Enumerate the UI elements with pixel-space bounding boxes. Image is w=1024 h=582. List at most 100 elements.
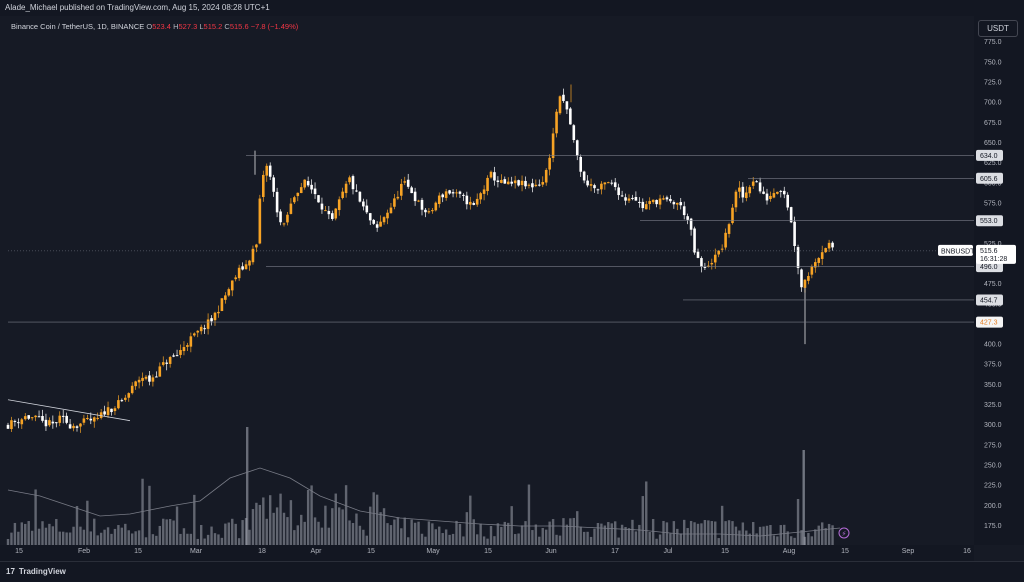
candle-body[interactable] bbox=[406, 179, 410, 187]
candle-body[interactable] bbox=[562, 94, 565, 101]
price-level-tag[interactable] bbox=[976, 294, 1003, 306]
candle-body[interactable] bbox=[106, 407, 110, 416]
candle-body[interactable] bbox=[351, 176, 355, 190]
candle-body[interactable] bbox=[638, 201, 641, 203]
candle-body[interactable] bbox=[469, 201, 472, 205]
candle-body[interactable] bbox=[368, 213, 372, 221]
candle-body[interactable] bbox=[13, 420, 17, 422]
candle-body[interactable] bbox=[596, 189, 600, 191]
candle-body[interactable] bbox=[400, 183, 403, 196]
candle-body[interactable] bbox=[710, 263, 714, 265]
candle-body[interactable] bbox=[755, 181, 758, 183]
price-level-tag[interactable] bbox=[976, 172, 1003, 184]
candle-body[interactable] bbox=[82, 418, 86, 423]
candle-body[interactable] bbox=[213, 312, 217, 321]
candle-body[interactable] bbox=[579, 156, 582, 172]
candle-body[interactable] bbox=[117, 400, 120, 409]
candle-body[interactable] bbox=[127, 393, 131, 398]
candle-body[interactable] bbox=[148, 375, 151, 382]
candle-body[interactable] bbox=[765, 193, 769, 201]
candle-body[interactable] bbox=[472, 203, 476, 205]
candle-body[interactable] bbox=[824, 248, 827, 253]
candle-body[interactable] bbox=[196, 330, 200, 333]
candle-body[interactable] bbox=[10, 420, 13, 430]
candle-body[interactable] bbox=[55, 422, 58, 424]
candle-body[interactable] bbox=[793, 221, 796, 247]
candle-body[interactable] bbox=[727, 224, 731, 234]
price-level-tag[interactable] bbox=[976, 316, 1003, 328]
price-level-tag[interactable] bbox=[976, 149, 1003, 161]
candle-body[interactable] bbox=[731, 207, 734, 224]
candle-body[interactable] bbox=[286, 214, 289, 223]
candle-body[interactable] bbox=[810, 266, 814, 275]
candle-body[interactable] bbox=[141, 377, 144, 381]
candle-body[interactable] bbox=[586, 180, 589, 186]
candle-body[interactable] bbox=[686, 216, 689, 220]
candle-body[interactable] bbox=[137, 379, 141, 383]
candle-body[interactable] bbox=[786, 194, 789, 208]
candle-body[interactable] bbox=[379, 221, 382, 227]
candle-body[interactable] bbox=[224, 295, 227, 300]
candle-body[interactable] bbox=[68, 424, 72, 429]
candle-body[interactable] bbox=[30, 417, 34, 419]
candle-body[interactable] bbox=[489, 171, 493, 178]
candle-body[interactable] bbox=[72, 425, 75, 429]
candle-body[interactable] bbox=[393, 198, 396, 207]
candle-body[interactable] bbox=[682, 206, 686, 216]
candle-body[interactable] bbox=[272, 177, 275, 192]
time-axis[interactable] bbox=[0, 545, 974, 561]
candle-body[interactable] bbox=[475, 198, 479, 205]
candle-body[interactable] bbox=[158, 366, 162, 377]
candle-body[interactable] bbox=[831, 242, 834, 248]
candle-body[interactable] bbox=[155, 376, 158, 378]
candle-body[interactable] bbox=[814, 262, 817, 268]
candle-body[interactable] bbox=[506, 181, 510, 185]
candle-body[interactable] bbox=[620, 195, 624, 197]
candle-body[interactable] bbox=[527, 184, 531, 186]
candle-body[interactable] bbox=[306, 181, 310, 186]
candle-body[interactable] bbox=[741, 186, 745, 198]
candle-body[interactable] bbox=[17, 422, 20, 424]
candle-body[interactable] bbox=[113, 408, 117, 412]
candle-body[interactable] bbox=[258, 198, 262, 244]
candle-body[interactable] bbox=[23, 416, 27, 420]
last-price-tag[interactable] bbox=[976, 244, 1016, 264]
candle-body[interactable] bbox=[179, 350, 182, 355]
candle-body[interactable] bbox=[796, 247, 800, 268]
candle-body[interactable] bbox=[120, 400, 124, 402]
candle-body[interactable] bbox=[820, 252, 824, 259]
candle-body[interactable] bbox=[662, 198, 665, 200]
candle-body[interactable] bbox=[248, 260, 251, 266]
price-level-tag[interactable] bbox=[976, 215, 1003, 227]
candle-body[interactable] bbox=[199, 326, 203, 332]
candle-body[interactable] bbox=[789, 207, 793, 223]
candle-body[interactable] bbox=[6, 424, 10, 429]
tradingview-logo[interactable]: 17 TradingView bbox=[6, 567, 66, 576]
candle-body[interactable] bbox=[303, 179, 306, 188]
candle-body[interactable] bbox=[313, 188, 317, 195]
candle-body[interactable] bbox=[327, 210, 331, 215]
candle-body[interactable] bbox=[679, 202, 683, 206]
candle-body[interactable] bbox=[651, 199, 655, 203]
candle-body[interactable] bbox=[700, 258, 703, 267]
candle-body[interactable] bbox=[538, 184, 541, 186]
candle-body[interactable] bbox=[410, 187, 413, 194]
candle-body[interactable] bbox=[610, 182, 614, 184]
candle-body[interactable] bbox=[89, 418, 93, 421]
candle-body[interactable] bbox=[189, 336, 193, 347]
candle-body[interactable] bbox=[293, 197, 296, 203]
candle-body[interactable] bbox=[337, 199, 341, 211]
candle-body[interactable] bbox=[658, 198, 662, 205]
candle-body[interactable] bbox=[655, 199, 658, 205]
candle-body[interactable] bbox=[86, 417, 89, 419]
candle-body[interactable] bbox=[424, 209, 427, 213]
candle-body[interactable] bbox=[565, 101, 569, 110]
candle-body[interactable] bbox=[124, 397, 127, 400]
candle-body[interactable] bbox=[420, 199, 424, 210]
candle-body[interactable] bbox=[99, 412, 103, 418]
candle-body[interactable] bbox=[665, 197, 669, 200]
candle-body[interactable] bbox=[493, 172, 496, 181]
candle-body[interactable] bbox=[279, 211, 282, 223]
candle-body[interactable] bbox=[79, 423, 82, 427]
event-icon[interactable] bbox=[838, 527, 850, 539]
